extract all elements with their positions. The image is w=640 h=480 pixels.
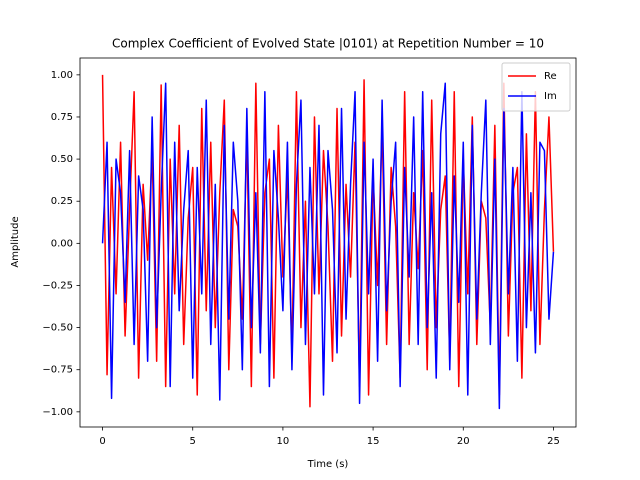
legend-label: Im [544, 91, 557, 102]
y-tick-label: 0.50 [51, 154, 73, 165]
data-line [101, 82, 555, 410]
legend-label: Re [544, 71, 557, 82]
y-tick-label: −0.50 [42, 323, 73, 334]
y-tick-label: −1.00 [42, 407, 73, 418]
plot-frame [79, 57, 577, 428]
x-tick-label: 5 [190, 436, 196, 447]
x-tick-label: 25 [547, 436, 560, 447]
legend-box [501, 62, 571, 112]
x-axis-label: Time (s) [307, 459, 349, 470]
x-tick-label: 0 [99, 436, 105, 447]
y-tick-label: 1.00 [51, 70, 73, 81]
y-tick-label: 0.25 [51, 196, 73, 207]
x-tick-label: 10 [277, 436, 290, 447]
y-axis-label: Amplitude [10, 216, 21, 267]
x-tick-label: 15 [367, 436, 380, 447]
y-tick-label: −0.25 [42, 280, 73, 291]
y-tick-label: 0.75 [51, 112, 73, 123]
y-tick-label: −0.75 [42, 365, 73, 376]
y-tick-label: 0.00 [51, 238, 73, 249]
x-tick-label: 20 [457, 436, 470, 447]
chart-title: Complex Coefficient of Evolved State |01… [112, 37, 544, 51]
